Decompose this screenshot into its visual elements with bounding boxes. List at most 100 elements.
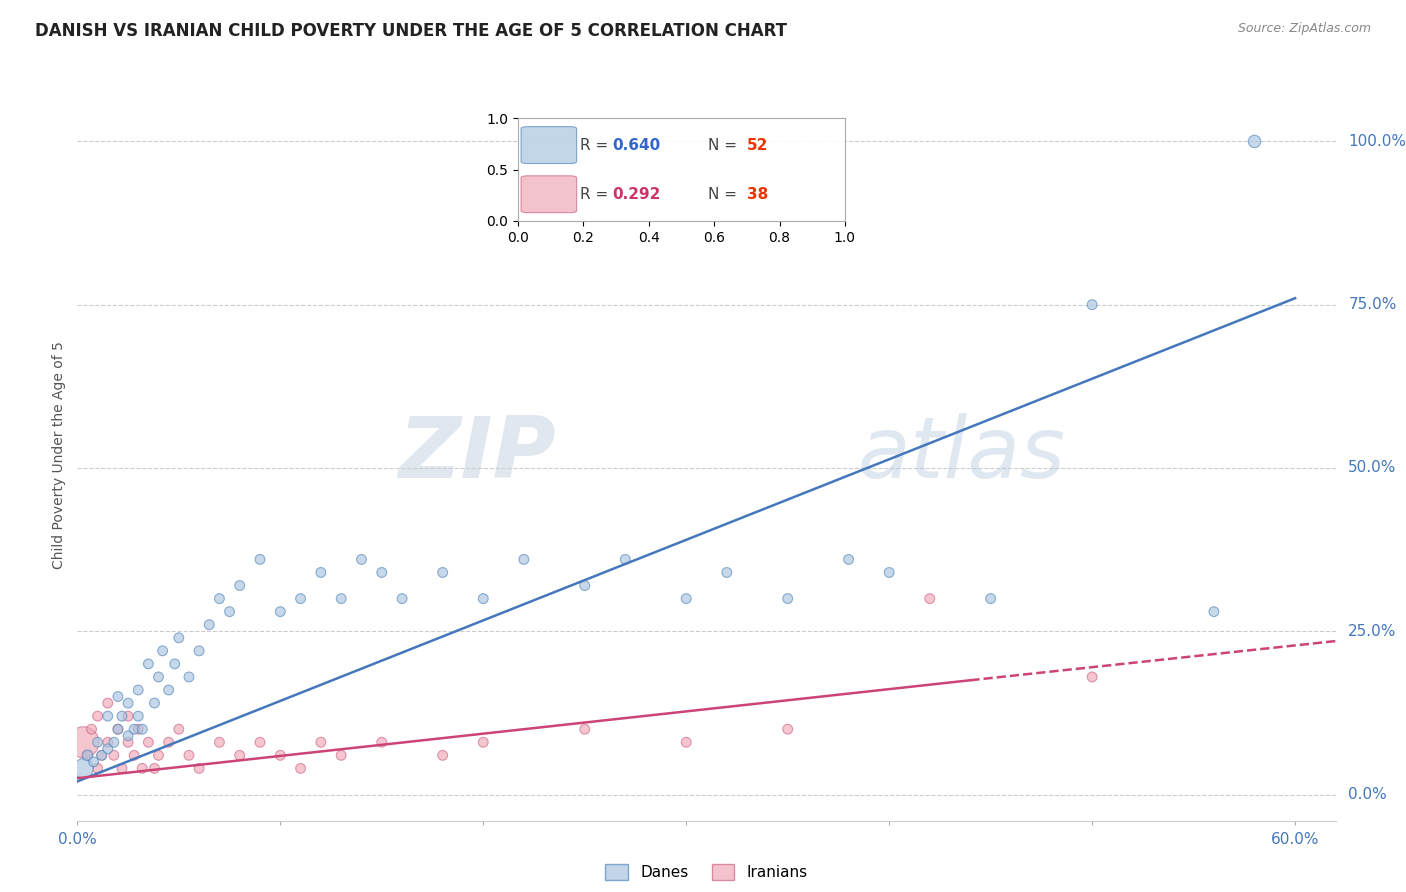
Point bbox=[127, 723, 149, 737]
Point bbox=[138, 735, 160, 749]
Point bbox=[432, 566, 454, 580]
Point bbox=[83, 755, 105, 769]
Text: 100.0%: 100.0% bbox=[1348, 134, 1406, 149]
Point bbox=[76, 748, 98, 763]
Point bbox=[218, 605, 240, 619]
Text: 0.292: 0.292 bbox=[613, 186, 661, 202]
Point bbox=[330, 591, 353, 606]
Point bbox=[80, 723, 103, 737]
Text: N =: N = bbox=[707, 137, 741, 153]
Point bbox=[143, 696, 166, 710]
Point bbox=[97, 741, 120, 756]
Point bbox=[117, 729, 139, 743]
Point bbox=[107, 690, 129, 704]
Text: 52: 52 bbox=[747, 137, 768, 153]
Point bbox=[290, 591, 312, 606]
Point bbox=[167, 631, 190, 645]
Point bbox=[117, 709, 139, 723]
Point bbox=[177, 670, 200, 684]
Point bbox=[675, 591, 697, 606]
Y-axis label: Child Poverty Under the Age of 5: Child Poverty Under the Age of 5 bbox=[52, 341, 66, 569]
Point bbox=[980, 591, 1002, 606]
Point bbox=[269, 605, 291, 619]
Point bbox=[117, 735, 139, 749]
Point bbox=[1243, 135, 1265, 149]
Text: atlas: atlas bbox=[858, 413, 1066, 497]
Point bbox=[371, 735, 394, 749]
Point bbox=[716, 566, 738, 580]
Text: 75.0%: 75.0% bbox=[1348, 297, 1396, 312]
Point bbox=[138, 657, 160, 671]
Point bbox=[157, 683, 180, 698]
Text: ZIP: ZIP bbox=[398, 413, 555, 497]
Point bbox=[198, 617, 221, 632]
Point bbox=[90, 748, 112, 763]
Point bbox=[97, 709, 120, 723]
Text: 38: 38 bbox=[747, 186, 768, 202]
Point bbox=[111, 709, 134, 723]
Text: DANISH VS IRANIAN CHILD POVERTY UNDER THE AGE OF 5 CORRELATION CHART: DANISH VS IRANIAN CHILD POVERTY UNDER TH… bbox=[35, 22, 787, 40]
Point bbox=[188, 761, 211, 775]
Point bbox=[1081, 670, 1104, 684]
Point bbox=[1202, 605, 1225, 619]
Point bbox=[86, 735, 108, 749]
Point bbox=[107, 723, 129, 737]
Point bbox=[163, 657, 186, 671]
Point bbox=[157, 735, 180, 749]
Point bbox=[228, 578, 250, 592]
Point bbox=[97, 735, 120, 749]
Point bbox=[350, 552, 373, 566]
Text: 25.0%: 25.0% bbox=[1348, 624, 1396, 639]
Point bbox=[131, 723, 153, 737]
Point bbox=[208, 591, 231, 606]
Point bbox=[122, 748, 145, 763]
Point bbox=[309, 735, 332, 749]
Text: R =: R = bbox=[579, 137, 613, 153]
Point bbox=[143, 761, 166, 775]
Point bbox=[107, 723, 129, 737]
Point bbox=[249, 552, 271, 566]
Point bbox=[776, 723, 799, 737]
Point bbox=[127, 709, 149, 723]
Point bbox=[574, 578, 596, 592]
Point bbox=[918, 591, 941, 606]
Point bbox=[330, 748, 353, 763]
FancyBboxPatch shape bbox=[522, 127, 576, 163]
Point bbox=[90, 748, 112, 763]
Point bbox=[776, 591, 799, 606]
Point bbox=[103, 735, 125, 749]
Legend: Danes, Iranians: Danes, Iranians bbox=[599, 858, 814, 886]
Text: 0.640: 0.640 bbox=[613, 137, 661, 153]
Point bbox=[269, 748, 291, 763]
Point bbox=[72, 735, 94, 749]
Text: N =: N = bbox=[707, 186, 741, 202]
Point bbox=[167, 723, 190, 737]
Point bbox=[117, 696, 139, 710]
Point bbox=[103, 748, 125, 763]
Point bbox=[97, 696, 120, 710]
Point bbox=[472, 735, 495, 749]
Point bbox=[76, 748, 98, 763]
Point bbox=[177, 748, 200, 763]
Point bbox=[877, 566, 900, 580]
Point bbox=[72, 761, 94, 775]
Point bbox=[148, 748, 170, 763]
Point bbox=[188, 644, 211, 658]
Point bbox=[472, 591, 495, 606]
Text: 0.0%: 0.0% bbox=[1348, 787, 1388, 802]
Point bbox=[371, 566, 394, 580]
Point bbox=[127, 683, 149, 698]
Point bbox=[249, 735, 271, 749]
FancyBboxPatch shape bbox=[522, 176, 576, 212]
Point bbox=[148, 670, 170, 684]
Point bbox=[290, 761, 312, 775]
Point bbox=[675, 735, 697, 749]
Point bbox=[111, 761, 134, 775]
Text: Source: ZipAtlas.com: Source: ZipAtlas.com bbox=[1237, 22, 1371, 36]
Point bbox=[391, 591, 413, 606]
Point bbox=[86, 709, 108, 723]
Point bbox=[432, 748, 454, 763]
Point bbox=[574, 723, 596, 737]
Point bbox=[838, 552, 860, 566]
Point bbox=[309, 566, 332, 580]
